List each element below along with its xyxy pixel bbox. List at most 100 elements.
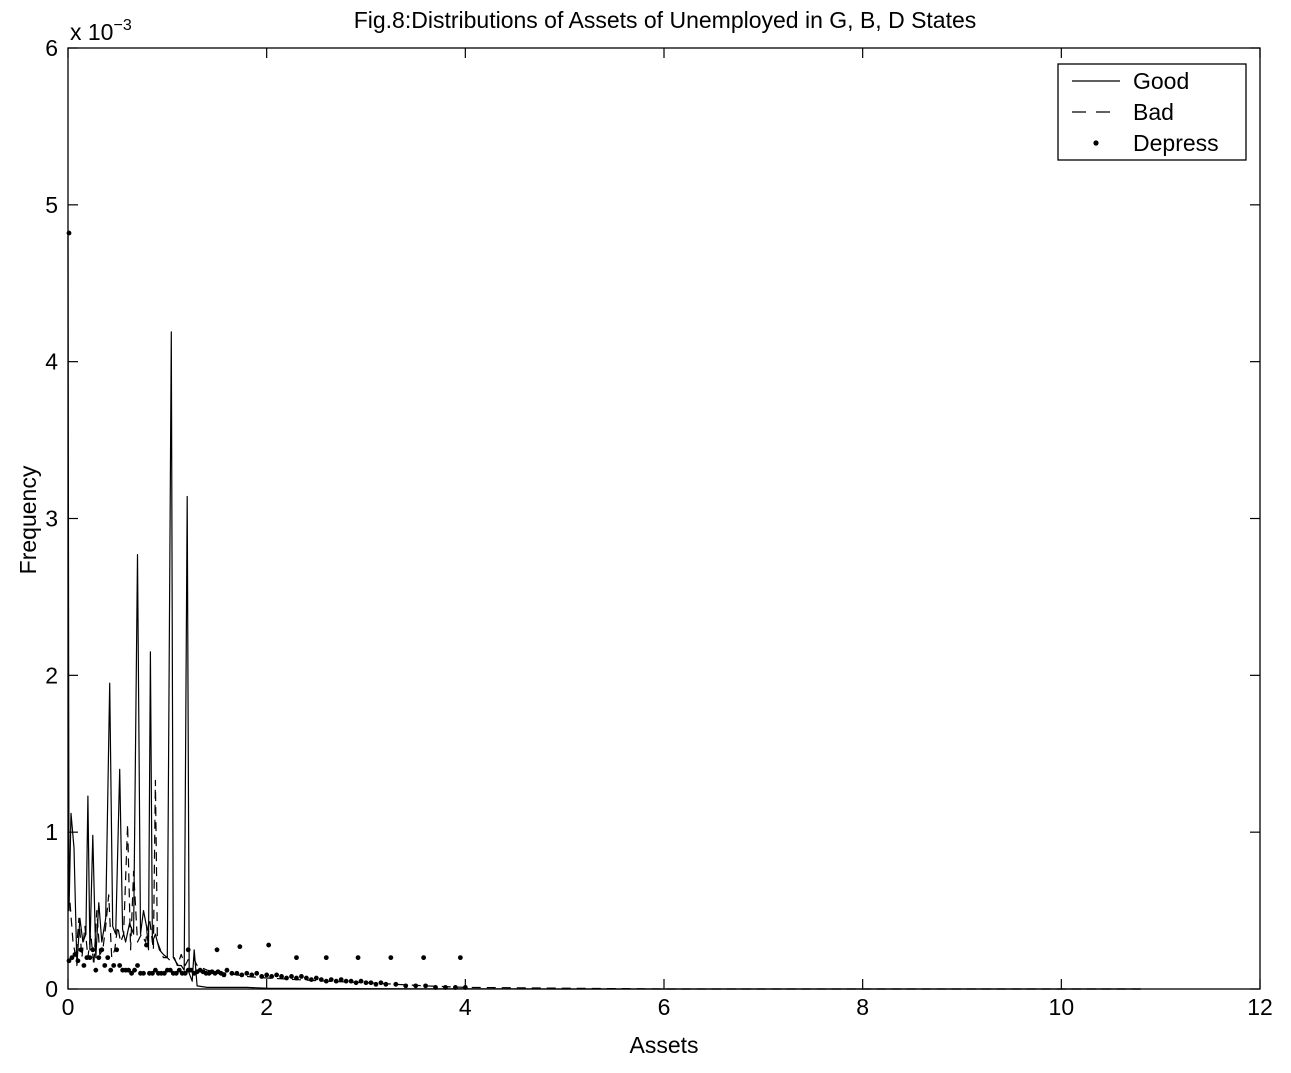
point-depress xyxy=(81,963,87,968)
y-tick-label: 3 xyxy=(45,506,58,532)
point-depress xyxy=(72,952,78,957)
x-tick-label: 4 xyxy=(459,994,472,1020)
point-depress xyxy=(355,955,361,961)
point-depress xyxy=(353,980,359,986)
point-depress xyxy=(269,974,275,979)
y-exponent-power: −3 xyxy=(113,17,131,34)
point-depress xyxy=(373,981,379,987)
point-depress xyxy=(358,978,364,984)
point-depress xyxy=(294,955,299,961)
point-depress xyxy=(318,977,324,982)
point-depress xyxy=(173,970,179,976)
point-depress xyxy=(90,947,96,953)
point-depress xyxy=(421,955,427,961)
point-depress xyxy=(144,942,149,948)
x-tick-label: 10 xyxy=(1049,994,1075,1020)
point-depress xyxy=(237,944,243,950)
point-depress xyxy=(234,970,240,976)
legend-label-good: Good xyxy=(1133,68,1189,94)
point-depress xyxy=(279,974,284,979)
x-tick-label: 0 xyxy=(62,994,75,1020)
y-tick-label: 0 xyxy=(45,976,58,1002)
point-depress xyxy=(308,977,314,982)
point-depress xyxy=(176,967,182,973)
series-line-good xyxy=(67,236,1141,990)
point-depress xyxy=(99,947,105,953)
point-depress xyxy=(135,963,140,968)
point-depress xyxy=(105,955,111,961)
x-tick-label: 6 xyxy=(658,994,671,1020)
point-depress xyxy=(153,967,158,973)
point-depress xyxy=(343,978,349,984)
point-depress xyxy=(423,983,428,989)
point-depress xyxy=(304,975,309,981)
point-depress xyxy=(264,972,270,978)
point-depress xyxy=(259,974,265,979)
point-depress xyxy=(294,975,299,981)
point-depress xyxy=(378,980,384,986)
point-depress xyxy=(388,955,394,961)
x-axis-label: Assets xyxy=(629,1032,698,1058)
point-depress xyxy=(141,970,146,976)
point-depress xyxy=(102,963,108,968)
point-depress xyxy=(87,955,93,961)
legend-box xyxy=(1057,63,1247,161)
y-tick-label: 1 xyxy=(45,819,58,845)
point-depress xyxy=(333,978,339,984)
point-depress xyxy=(249,972,255,978)
point-depress xyxy=(403,983,409,989)
legend-label-bad: Bad xyxy=(1133,99,1174,125)
y-exponent-label: x 10−3 xyxy=(70,17,132,45)
point-depress xyxy=(150,970,155,976)
point-depress xyxy=(161,970,167,976)
point-depress xyxy=(313,975,319,981)
point-depress xyxy=(299,974,304,979)
y-tick-label: 4 xyxy=(45,349,58,375)
point-depress xyxy=(462,985,468,990)
point-depress xyxy=(239,972,245,978)
point-depress xyxy=(129,970,134,976)
x-tick-label: 8 xyxy=(856,994,869,1020)
y-axis-label: Frequency xyxy=(15,465,41,574)
point-depress xyxy=(244,970,250,976)
point-depress xyxy=(96,955,102,961)
point-depress xyxy=(75,958,81,964)
point-depress xyxy=(66,958,72,964)
legend: Good Bad Depress xyxy=(1057,63,1247,161)
point-depress xyxy=(363,980,369,986)
point-depress xyxy=(254,970,260,976)
svg-text:x 10−3: x 10−3 xyxy=(70,17,132,45)
point-depress xyxy=(114,947,120,953)
point-depress xyxy=(214,947,220,953)
point-depress xyxy=(323,978,329,984)
point-depress xyxy=(117,963,123,968)
point-depress xyxy=(185,947,191,953)
point-depress xyxy=(274,972,279,978)
point-depress xyxy=(433,985,438,990)
point-depress xyxy=(167,967,173,973)
point-depress xyxy=(221,972,227,978)
point-depress xyxy=(188,967,194,973)
point-depress xyxy=(323,955,329,961)
point-depress xyxy=(108,967,114,973)
point-depress xyxy=(383,981,389,987)
y-tick-label: 6 xyxy=(45,35,58,61)
series-line-bad xyxy=(69,779,1141,990)
point-depress xyxy=(284,975,289,981)
point-depress xyxy=(457,955,463,961)
point-depress xyxy=(126,967,131,973)
point-depress xyxy=(69,955,75,961)
point-depress xyxy=(338,977,344,982)
y-tick-label: 5 xyxy=(45,192,58,218)
axes-frame xyxy=(67,47,1261,990)
y-tick-label: 2 xyxy=(45,662,58,688)
point-depress xyxy=(132,967,137,973)
x-tick-label: 2 xyxy=(260,994,273,1020)
point-depress xyxy=(224,967,230,973)
y-exponent-base: x 10 xyxy=(70,19,113,45)
point-depress xyxy=(266,942,272,948)
point-depress xyxy=(229,970,235,976)
